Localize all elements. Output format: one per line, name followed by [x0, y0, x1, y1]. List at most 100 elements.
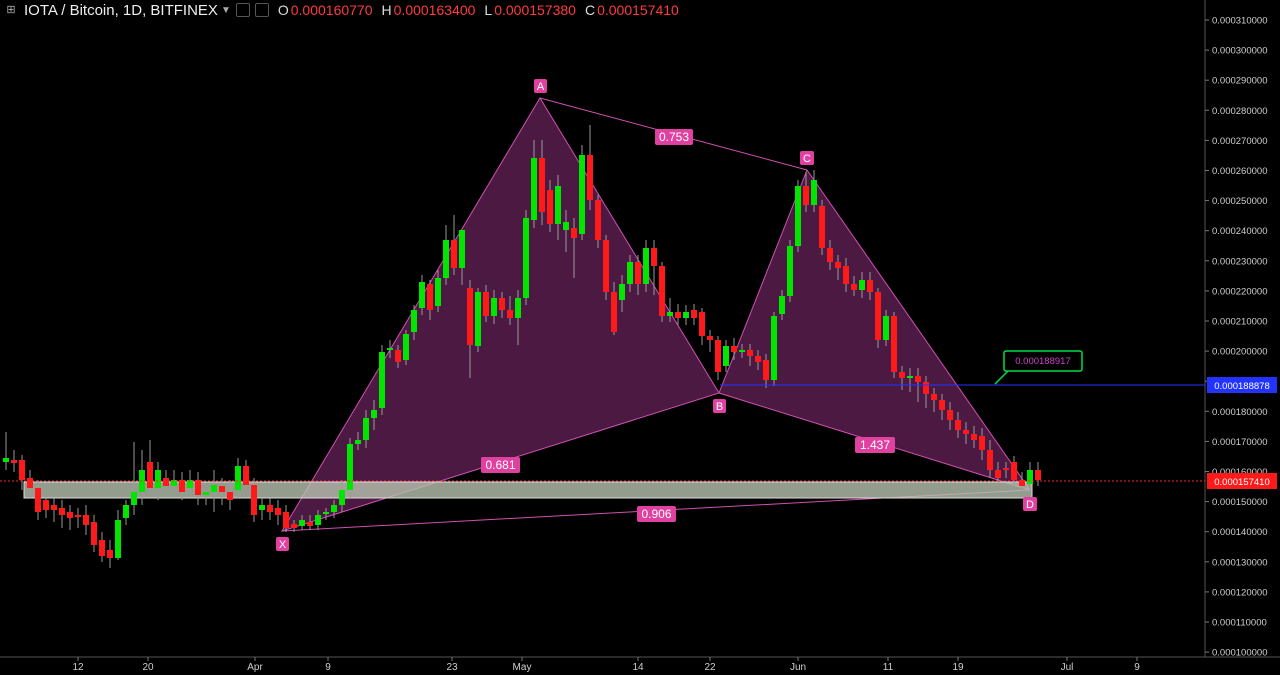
ratio-xd-label[interactable]: 0.906 — [637, 506, 676, 522]
candle-body — [171, 480, 177, 486]
candle-body — [483, 292, 489, 316]
candle-body — [51, 505, 57, 510]
visibility-icon[interactable] — [254, 3, 269, 17]
candle-body — [67, 512, 73, 518]
point-x-text: X — [279, 539, 287, 551]
ratio-xb-label[interactable]: 0.681 — [481, 457, 520, 473]
chart-header: ⊞ IOTA / Bitcoin, 1D, BITFINEX ▼ O 0.0001… — [0, 0, 720, 20]
low-value: 0.000157380 — [494, 2, 576, 18]
candle-body — [299, 520, 305, 526]
candle-body — [643, 248, 649, 284]
level-price-badge — [1207, 377, 1277, 393]
close-key: C — [584, 2, 596, 18]
time-tick-label: 20 — [142, 662, 154, 673]
ratio-bd-label[interactable]: 1.437 — [855, 437, 895, 453]
point-x-label[interactable]: X — [276, 537, 289, 551]
time-axis[interactable]: 12 20 Apr 9 23 May 14 22 Jun 11 19 Jul 9 — [72, 657, 1140, 673]
candle-body — [347, 444, 353, 490]
ratio-ac-text: 0.753 — [659, 130, 689, 144]
candle-body — [843, 266, 849, 284]
candle-body — [515, 298, 521, 318]
candle-body — [547, 190, 553, 224]
price-tick-label: 0.000220000 — [1212, 286, 1267, 297]
candle-body — [891, 316, 897, 372]
candle-body — [803, 186, 809, 205]
ratio-ac-label[interactable]: 0.753 — [655, 129, 693, 145]
candle-body — [131, 492, 137, 505]
price-tick-label: 0.000250000 — [1212, 196, 1267, 207]
price-callout-box[interactable] — [1003, 350, 1083, 372]
time-tick-label: May — [513, 662, 532, 673]
candle-body — [523, 218, 529, 298]
candle-body — [203, 492, 209, 495]
open-value: 0.000160770 — [290, 2, 373, 18]
open-key: O — [277, 2, 289, 18]
candle-body — [331, 505, 337, 512]
price-tick-label: 0.000130000 — [1212, 557, 1267, 568]
candle-body — [795, 186, 801, 246]
time-tick-label: 12 — [72, 662, 84, 673]
candle-body — [403, 334, 409, 360]
price-axis[interactable]: 0.000310000 0.000300000 0.000290000 0.00028… — [1205, 16, 1267, 659]
price-tick-label: 0.000270000 — [1212, 136, 1267, 147]
candlestick-series — [3, 125, 1041, 568]
candle-body — [691, 310, 697, 318]
candle-body — [907, 376, 913, 378]
close-value: 0.000157410 — [597, 2, 679, 18]
time-tick-label: 22 — [704, 662, 716, 673]
candle-body — [707, 336, 713, 340]
candle-body — [531, 158, 537, 220]
ratio-xd-text: 0.906 — [641, 507, 671, 521]
price-tick-label: 0.000230000 — [1212, 256, 1267, 267]
candle-body — [291, 524, 297, 528]
candle-body — [635, 262, 641, 284]
candle-body — [19, 460, 25, 480]
support-zone[interactable] — [23, 481, 1033, 499]
candle-body — [883, 316, 889, 340]
candle-body — [955, 420, 961, 430]
price-tick-label: 0.000180000 — [1212, 407, 1267, 418]
candle-body — [259, 505, 265, 510]
candle-body — [379, 352, 385, 408]
candle-body — [867, 280, 873, 292]
candle-body — [963, 430, 969, 434]
candle-body — [539, 158, 545, 212]
level-price-text: 0.000188878 — [1214, 381, 1269, 392]
candle-body — [355, 440, 361, 444]
symbol-title[interactable]: IOTA / Bitcoin, 1D, BITFINEX — [24, 1, 218, 19]
candle-body — [771, 316, 777, 380]
point-d-text: D — [1026, 499, 1034, 511]
point-a-text: A — [537, 81, 545, 93]
candle-body — [739, 350, 745, 352]
time-tick-label: 9 — [325, 662, 331, 673]
candle-body — [443, 240, 449, 278]
candle-body — [675, 312, 681, 318]
candle-body — [851, 284, 857, 290]
candle-body — [59, 508, 65, 515]
price-tick-label: 0.000310000 — [1212, 16, 1267, 27]
point-b-label[interactable]: B — [713, 399, 726, 413]
candle-body — [683, 312, 689, 318]
chevron-down-icon[interactable]: ▼ — [220, 4, 231, 16]
last-price-text: 0.000157410 — [1214, 477, 1269, 488]
candle-body — [811, 180, 817, 205]
time-tick-label: Jul — [1061, 662, 1074, 673]
candle-body — [627, 262, 633, 284]
ratio-bd-text: 1.437 — [860, 438, 890, 452]
crosshair-icon[interactable]: ⊞ — [6, 4, 16, 16]
candle-body — [827, 248, 833, 262]
point-a-label[interactable]: A — [534, 79, 547, 93]
point-d-label[interactable]: D — [1023, 497, 1037, 511]
candle-body — [283, 512, 289, 528]
time-tick-label: 9 — [1134, 662, 1140, 673]
candle-body — [667, 312, 673, 316]
candle-body — [179, 480, 185, 492]
high-key: H — [381, 2, 392, 18]
candle-body — [779, 296, 785, 314]
candle-body — [859, 280, 865, 290]
candle-body — [579, 155, 585, 234]
settings-icon[interactable] — [235, 3, 250, 17]
candle-body — [99, 540, 105, 556]
point-c-label[interactable]: C — [800, 151, 814, 165]
